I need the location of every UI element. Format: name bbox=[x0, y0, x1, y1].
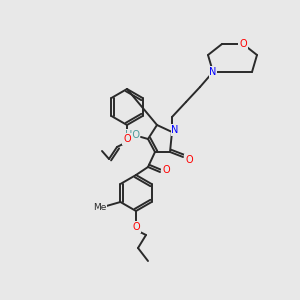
Text: O: O bbox=[123, 134, 131, 144]
Text: HO: HO bbox=[124, 130, 140, 140]
Text: O: O bbox=[162, 165, 170, 175]
Text: O: O bbox=[132, 222, 140, 232]
Text: O: O bbox=[239, 39, 247, 49]
Text: N: N bbox=[171, 125, 179, 135]
Text: N: N bbox=[209, 67, 217, 77]
Text: Me: Me bbox=[93, 202, 106, 211]
Text: O: O bbox=[185, 155, 193, 165]
